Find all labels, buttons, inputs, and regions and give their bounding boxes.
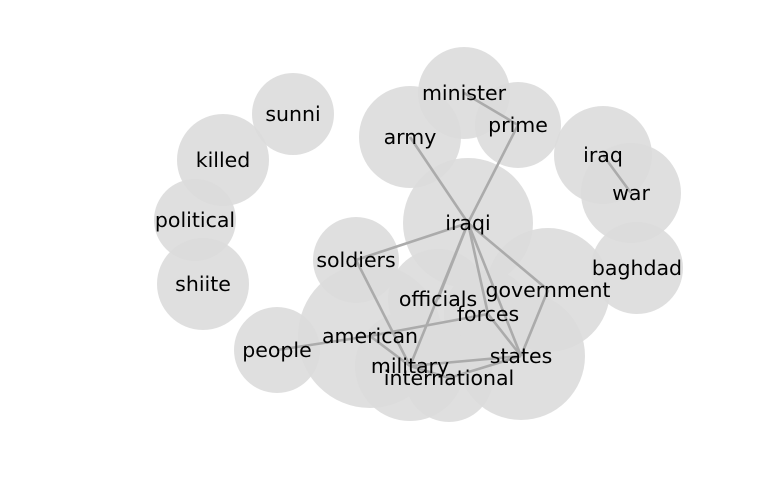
node-label-soldiers: soldiers — [316, 248, 395, 272]
node-label-prime: prime — [488, 113, 548, 137]
node-label-baghdad: baghdad — [592, 256, 682, 280]
edge-military-states — [409, 354, 522, 368]
node-label-officials: officials — [399, 287, 477, 311]
node-label-iraqi: iraqi — [445, 211, 490, 235]
node-label-military: military — [371, 354, 449, 378]
node-label-american: american — [322, 324, 418, 348]
node-label-states: states — [490, 344, 553, 368]
edge-prime-iraqi — [466, 124, 520, 224]
node-label-shiite: shiite — [175, 272, 231, 296]
node-label-forces: forces — [457, 302, 519, 326]
node-label-government: government — [486, 278, 611, 302]
edge-iraqi-military — [408, 222, 470, 367]
edge-minister-prime — [463, 91, 519, 127]
node-label-army: army — [384, 125, 437, 149]
label-layer: minister prime army sunni killed political shi… — [155, 81, 682, 390]
edge-government-states — [519, 289, 550, 357]
node-bubble-baghdad — [591, 222, 683, 314]
node-label-international: international — [384, 366, 515, 390]
edge-iraqi-government — [467, 222, 549, 291]
edge-soldiers-military — [354, 259, 412, 367]
node-label-political: political — [155, 208, 235, 232]
edge-people-american — [276, 334, 371, 352]
edge-iraq-war — [601, 154, 633, 194]
node-label-killed: killed — [196, 148, 251, 172]
edge-iraqi-forces — [466, 222, 490, 315]
edge-iraqi-states — [466, 222, 523, 357]
edge-army-iraqi — [408, 136, 470, 224]
edge-military-international — [409, 364, 450, 380]
node-bubble-sunni — [252, 73, 334, 155]
node-bubble-shiite — [157, 238, 249, 330]
node-label-war: war — [612, 181, 650, 205]
node-label-iraq: iraq — [583, 143, 623, 167]
node-label-minister: minister — [422, 81, 507, 105]
node-label-people: people — [242, 338, 312, 362]
edge-layer — [276, 91, 633, 380]
edge-forces-states — [486, 313, 523, 357]
edge-american-forces — [369, 312, 489, 338]
edge-international-states — [448, 354, 522, 380]
edge-iraqi-soldiers — [355, 221, 469, 262]
node-label-sunni: sunni — [265, 102, 320, 126]
edge-american-military — [369, 334, 411, 368]
